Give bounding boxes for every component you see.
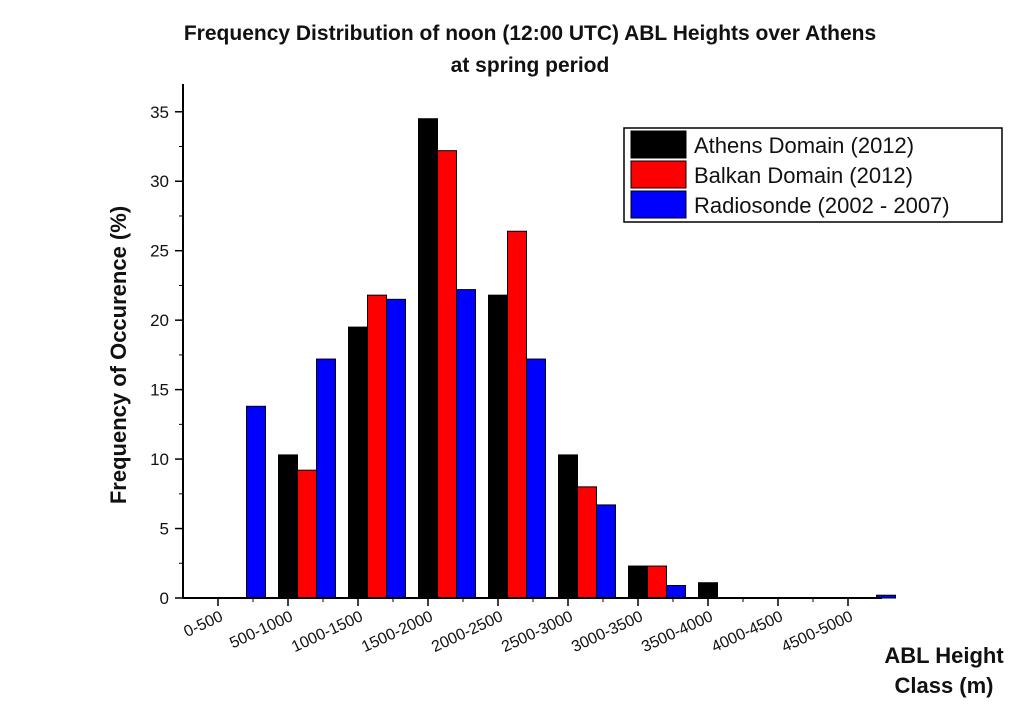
x-tick-label: 0-500 [181,608,225,641]
bar-3-4500-5000 [876,594,896,599]
y-tick-label: 25 [150,242,169,261]
y-tick-label: 30 [150,172,169,191]
x-tick-label: 3500-4000 [639,608,716,656]
bar-1-500-1000 [278,454,298,599]
bar-1-2500-3000 [558,454,578,599]
x-tick-label: 2500-3000 [499,608,576,656]
bar-1-1500-2000 [418,118,438,599]
bar-3-3000-3500 [666,584,686,599]
y-tick-label: 20 [150,311,169,330]
x-axis-label-line2: Class (m) [894,673,993,698]
legend-swatch-2 [630,160,687,189]
bar-3-2500-3000 [596,504,616,599]
x-tick-label: 1000-1500 [289,608,366,656]
y-tick-label: 15 [150,381,169,400]
legend-label-2: Balkan Domain (2012) [694,163,913,188]
x-tick-label: 2000-2500 [429,608,506,656]
bar-2-3000-3500 [647,565,667,599]
bar-2-1000-1500 [367,294,387,599]
legend-swatch-3 [630,190,687,219]
y-tick-label: 35 [150,103,169,122]
bars-group [246,118,896,599]
bar-1-3000-3500 [628,565,648,599]
chart-title: Frequency Distribution of noon (12:00 UT… [184,22,876,45]
bar-2-1500-2000 [437,150,457,599]
x-axis-label-line1: ABL Height [884,643,1004,668]
y-tick-label: 5 [160,520,169,539]
legend-swatch-1 [630,130,687,159]
x-tick-label: 4500-5000 [779,608,856,656]
bar-1-2000-2500 [488,294,508,599]
legend-label-1: Athens Domain (2012) [694,133,914,158]
x-tick-label: 1500-2000 [359,608,436,656]
y-ticks-group: 0 5 10 15 20 25 30 35 [150,103,183,608]
y-tick-label: 0 [160,589,169,608]
legend-label-3: Radiosonde (2002 - 2007) [694,193,950,218]
legend-box [623,127,1003,223]
bar-3-1500-2000 [456,289,476,599]
bar-2-2000-2500 [507,230,527,599]
bar-3-1000-1500 [386,298,406,599]
x-tick-label: 500-1000 [227,608,296,652]
bar-3-2000-2500 [526,358,546,599]
y-axis-label: Frequency of Occurence (%) [106,206,131,504]
legend: Athens Domain (2012) Balkan Domain (2012)… [623,127,1003,223]
y-tick-label: 10 [150,450,169,469]
bar-1-1000-1500 [348,326,368,599]
bar-2-500-1000 [297,469,317,599]
x-tick-label: 4000-4500 [709,608,786,656]
bar-1-3500-4000 [698,582,718,599]
bar-3-0-500 [246,405,266,599]
x-ticks-group: 0-500 500-10001000-15001500-20002000-2500… [181,598,856,656]
bar-2-2500-3000 [577,486,597,599]
x-tick-label: 3000-3500 [569,608,646,656]
chart-subtitle: at spring period [451,54,610,77]
bar-3-500-1000 [316,358,336,599]
